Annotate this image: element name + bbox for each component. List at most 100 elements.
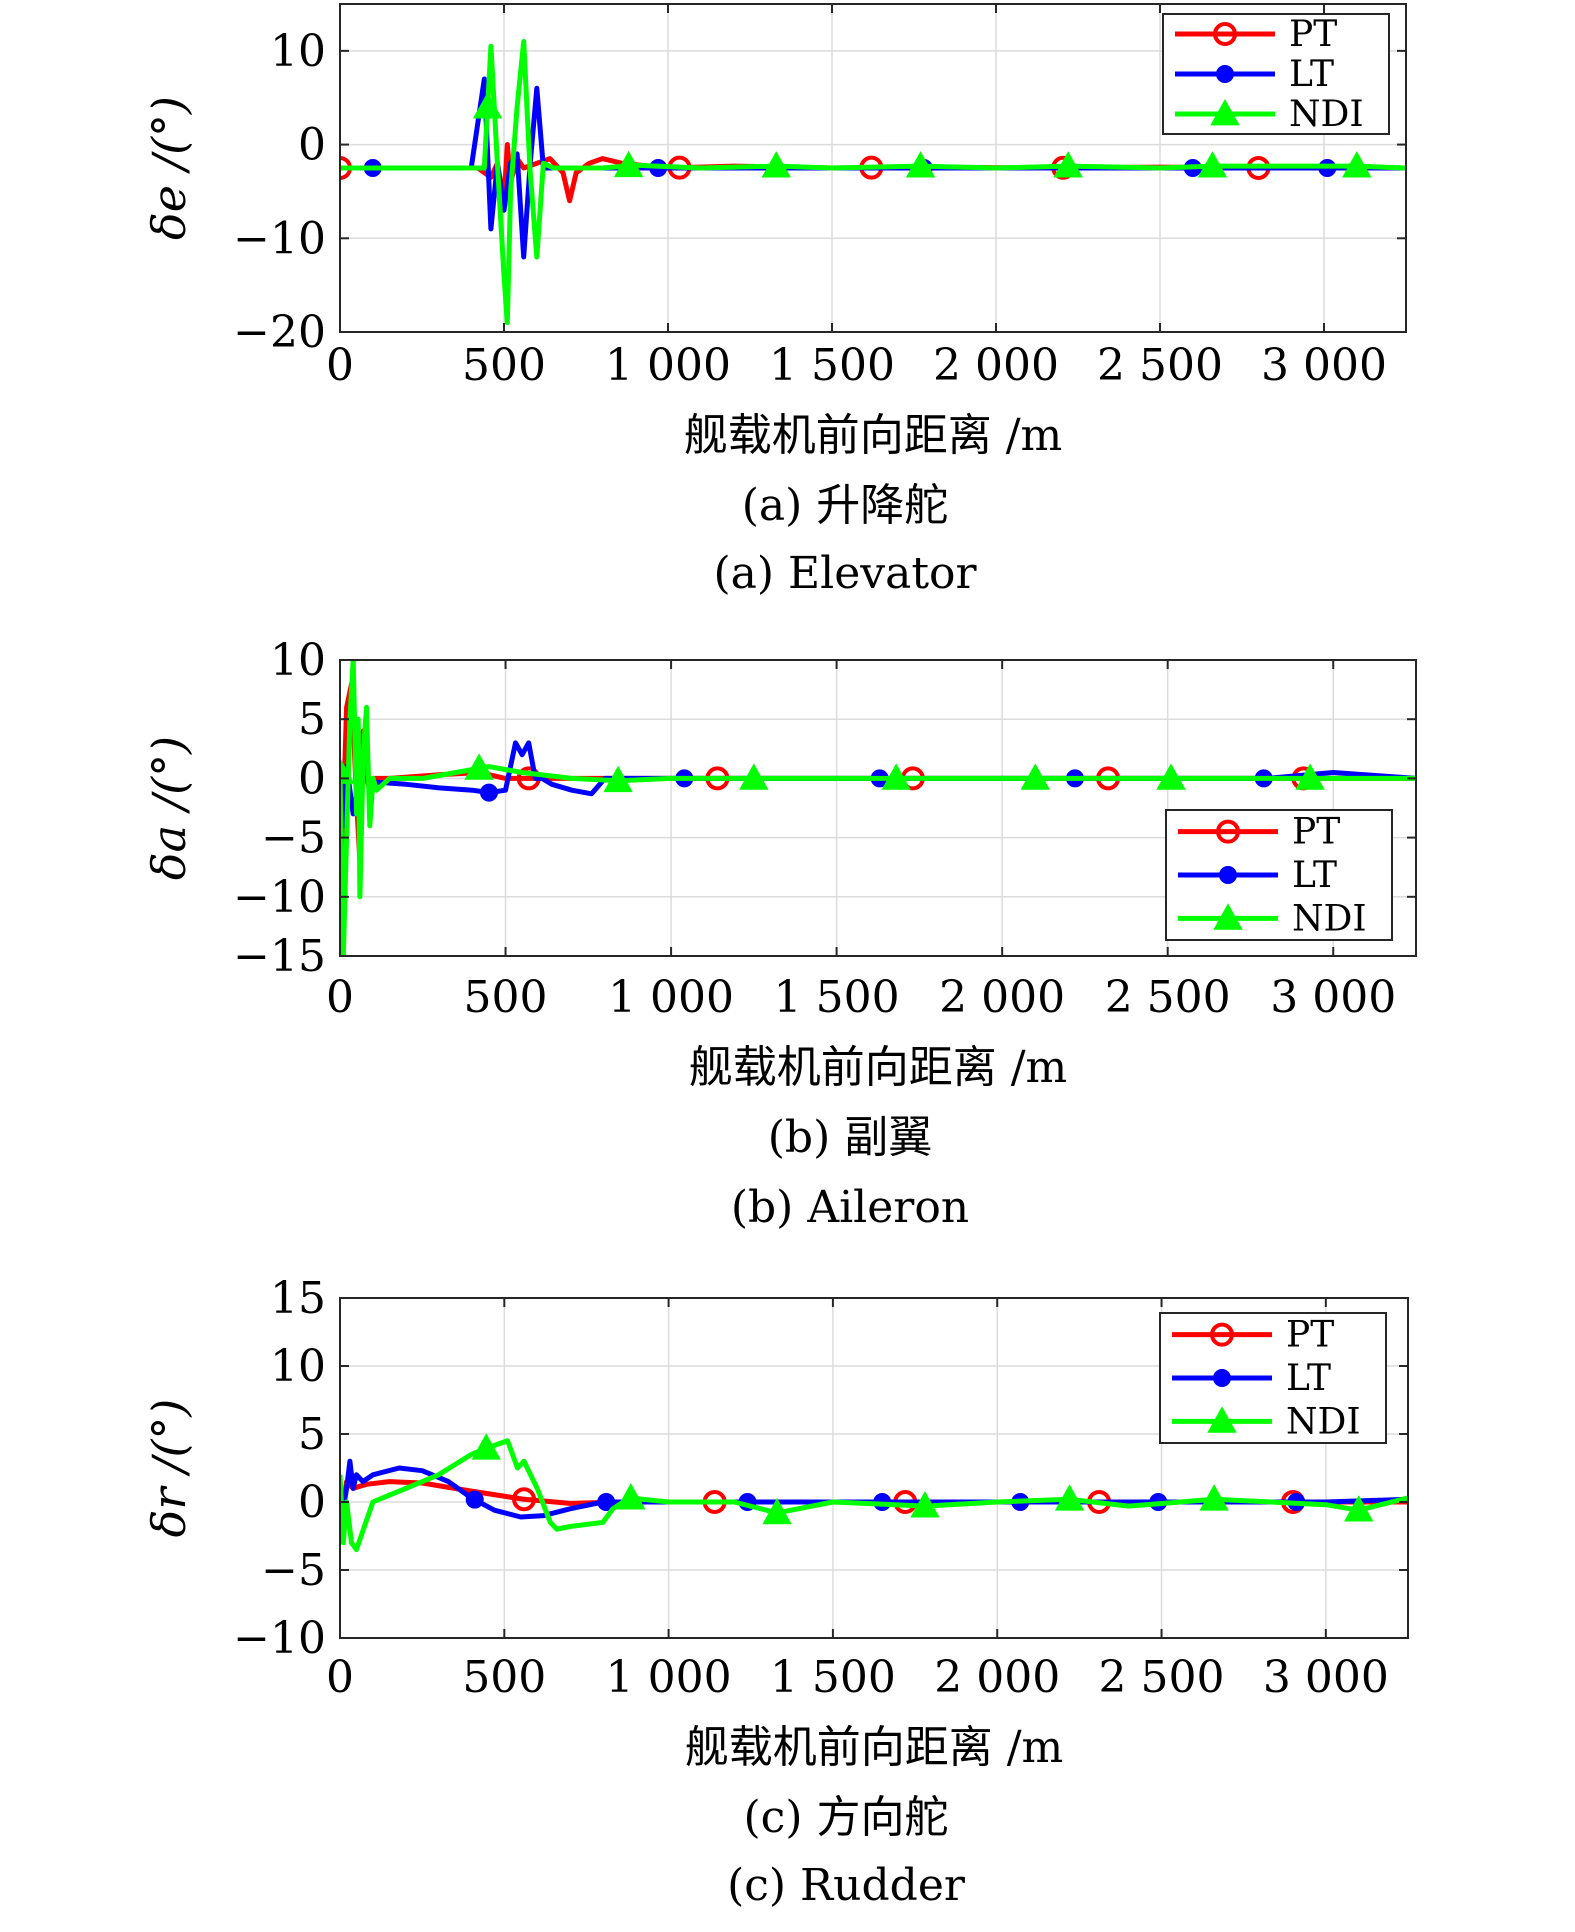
x-tick-label: 3 000	[1270, 972, 1396, 1023]
marker-ndi	[472, 92, 503, 119]
marker-ndi	[340, 757, 355, 784]
marker-ndi	[464, 753, 494, 780]
y-axis-label: δr /(°)	[142, 1399, 196, 1538]
x-tick-label: 1 500	[774, 972, 900, 1023]
marker-ndi	[1053, 151, 1083, 178]
x-tick-label: 2 500	[1099, 1652, 1225, 1703]
legend-marker	[1213, 903, 1243, 930]
legend-item-lt: LT	[1178, 855, 1337, 896]
x-tick-label: 2 000	[933, 340, 1059, 391]
marker-lt	[465, 1490, 484, 1509]
legend-label: PT	[1292, 812, 1340, 853]
legend-item-pt: PT	[1178, 812, 1340, 853]
legend-marker	[1210, 98, 1240, 126]
legend-marker	[1207, 1406, 1237, 1433]
series-line-ndi	[340, 660, 1416, 956]
legend-item-lt: LT	[1172, 1358, 1331, 1399]
y-tick-label: −10	[233, 213, 326, 264]
x-axis-label: 舰载机前向距离 /m	[684, 410, 1063, 461]
x-tick-label: 1 000	[606, 1652, 732, 1703]
series-line-ndi	[340, 1438, 1408, 1553]
x-tick-label: 2 000	[939, 972, 1065, 1023]
x-tick-label: 2 000	[934, 1652, 1060, 1703]
x-tick-label: 0	[326, 1652, 354, 1703]
y-tick-label: −20	[233, 307, 326, 358]
marker-ndi	[1344, 1495, 1374, 1522]
marker-ndi	[761, 151, 791, 178]
chart-panel-aileron: 0 500 1 000 1 500 2 000 2 500 3 000 −15 −10 −5 0 5 1…	[142, 635, 1417, 1233]
marker-ndi	[1156, 763, 1186, 790]
x-axis-label: 舰载机前向距离 /m	[689, 1042, 1068, 1093]
caption-english: (b) Aileron	[731, 1182, 969, 1233]
caption-chinese: (a) 升降舵	[742, 480, 949, 531]
marker-ndi	[905, 151, 936, 178]
chart-panel-elevator: 0 500 1 000 1 500 2 000 2 500 3 000 −20 −10 0 10 δ…	[142, 3, 1407, 599]
caption-chinese: (b) 副翼	[768, 1112, 932, 1163]
marker-ndi	[762, 1497, 792, 1525]
legend-label: LT	[1286, 1358, 1331, 1399]
legend-label: NDI	[1286, 1401, 1361, 1442]
x-tick-label: 500	[464, 972, 548, 1023]
legend-marker	[1216, 65, 1234, 83]
marker-ndi	[1054, 1484, 1085, 1511]
y-tick-label: −10	[233, 872, 326, 923]
legend-label: PT	[1289, 14, 1337, 55]
legend-marker	[1210, 1322, 1234, 1347]
legend-marker	[1219, 866, 1237, 884]
x-tick-label: 2 500	[1105, 972, 1231, 1023]
marker-ndi	[1342, 151, 1372, 178]
x-tick-label: 1 000	[608, 972, 734, 1023]
legend-label: LT	[1292, 855, 1337, 896]
legend-label: NDI	[1292, 898, 1367, 939]
legend-item-pt: PT	[1175, 14, 1337, 55]
series-line-lt	[340, 1458, 1408, 1530]
marker-lt	[479, 783, 498, 802]
y-tick-label: 10	[270, 635, 326, 686]
x-tick-label: 0	[326, 340, 354, 391]
marker-ndi	[1295, 763, 1325, 790]
y-tick-label: 0	[298, 1477, 326, 1528]
marker-lt	[597, 1493, 616, 1511]
y-tick-label: 5	[298, 694, 326, 745]
marker-pt	[512, 1487, 537, 1512]
legend-marker	[1213, 22, 1237, 46]
y-axis-label: δa /(°)	[142, 736, 196, 880]
caption-chinese: (c) 方向舵	[744, 1792, 949, 1843]
y-tick-label: 15	[270, 1273, 326, 1324]
marker-ndi	[739, 763, 769, 790]
x-tick-label: 0	[326, 972, 354, 1023]
marker-ndi	[616, 1483, 646, 1510]
legend-marker	[1216, 819, 1240, 844]
marker-ndi	[471, 1433, 501, 1460]
legend-label: LT	[1289, 54, 1334, 95]
marker-ndi	[613, 150, 644, 178]
legend-item-lt: LT	[1175, 54, 1334, 95]
legend-label: PT	[1286, 1315, 1334, 1356]
legend-item-pt: PT	[1172, 1315, 1334, 1356]
x-tick-label: 1 500	[769, 340, 895, 391]
y-tick-label: 0	[298, 120, 326, 171]
marker-ndi	[1020, 763, 1050, 790]
x-axis-label: 舰载机前向距离 /m	[685, 1722, 1064, 1773]
x-tick-label: 2 500	[1097, 340, 1223, 391]
axes-frame	[339, 1297, 1409, 1639]
x-tick-label: 500	[462, 340, 546, 391]
axes-frame	[339, 3, 1407, 333]
legend-item-ndi: NDI	[1172, 1401, 1361, 1442]
caption-english: (a) Elevator	[713, 548, 977, 599]
y-tick-label: −10	[233, 1613, 326, 1664]
y-tick-label: 10	[270, 1341, 326, 1392]
y-tick-label: 5	[298, 1409, 326, 1460]
legend-item-ndi: NDI	[1178, 898, 1367, 939]
legend-item-ndi: NDI	[1175, 94, 1364, 135]
legend-label: NDI	[1289, 94, 1364, 135]
chart-panel-rudder: 0 500 1 000 1 500 2 000 2 500 3 000 −10 −5 0 5 10 15…	[142, 1273, 1409, 1911]
y-tick-label: −15	[233, 931, 326, 982]
y-tick-label: −5	[261, 1545, 326, 1596]
legend-marker	[1213, 1369, 1231, 1387]
y-tick-label: −5	[261, 813, 326, 864]
